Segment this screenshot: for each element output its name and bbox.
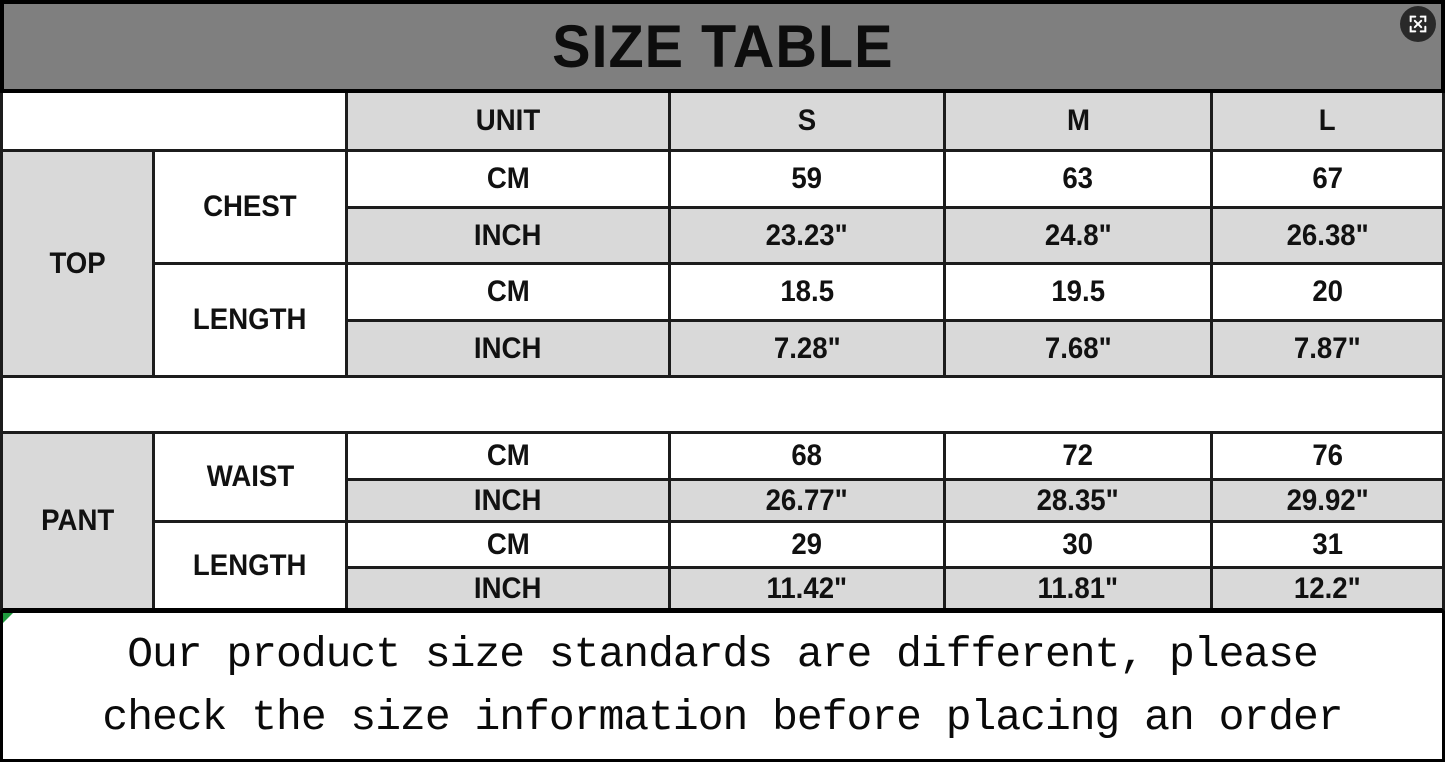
unit-label-cm: CM	[348, 265, 668, 319]
col-header-unit: UNIT	[348, 93, 668, 149]
value-chest-inch-l: 26.38"	[1213, 209, 1442, 262]
measure-label-waist: WAIST	[155, 434, 345, 520]
unit-label-inch: INCH	[348, 209, 668, 262]
value-chest-cm-s: 59	[671, 152, 943, 206]
unit-label-cm: CM	[348, 152, 668, 206]
unit-label-inch: INCH	[348, 481, 668, 520]
value-pant-length-cm-s: 29	[671, 523, 943, 566]
value-waist-cm-m: 72	[946, 434, 1210, 478]
size-table-grid: UNIT S M L TOP CHEST LENGTH CM 59 63 67 …	[0, 93, 1445, 611]
note-line-1: Our product size standards are different…	[127, 630, 1319, 679]
measure-label-pant-length: LENGTH	[155, 523, 345, 608]
value-pant-length-inch-s: 11.42"	[671, 569, 943, 608]
value-top-length-inch-l: 7.87"	[1213, 322, 1442, 375]
value-top-length-inch-s: 7.28"	[671, 322, 943, 375]
value-chest-cm-m: 63	[946, 152, 1210, 206]
expand-icon	[1409, 15, 1427, 33]
value-pant-length-inch-l: 12.2"	[1213, 569, 1442, 608]
size-note: Our product size standards are different…	[0, 611, 1445, 762]
value-waist-inch-m: 28.35"	[946, 481, 1210, 520]
value-top-length-cm-s: 18.5	[671, 265, 943, 319]
measure-label-chest: CHEST	[155, 152, 345, 262]
col-header-size-l: L	[1213, 93, 1442, 149]
expand-fullscreen-button[interactable]	[1400, 6, 1436, 42]
value-waist-cm-s: 68	[671, 434, 943, 478]
value-pant-length-cm-m: 30	[946, 523, 1210, 566]
value-pant-length-cm-l: 31	[1213, 523, 1442, 566]
value-top-length-cm-m: 19.5	[946, 265, 1210, 319]
col-header-size-s: S	[671, 93, 943, 149]
unit-label-cm: CM	[348, 434, 668, 478]
value-waist-inch-l: 29.92"	[1213, 481, 1442, 520]
spacer-row	[3, 378, 1442, 431]
size-table-header: SIZE TABLE	[0, 0, 1445, 93]
value-chest-inch-s: 23.23"	[671, 209, 943, 262]
note-line-2: check the size information before placin…	[102, 693, 1343, 742]
value-waist-cm-l: 76	[1213, 434, 1442, 478]
header-blank-cell	[3, 93, 345, 149]
page-title: SIZE TABLE	[551, 13, 894, 80]
col-header-size-m: M	[946, 93, 1210, 149]
value-pant-length-inch-m: 11.81"	[946, 569, 1210, 608]
section-label-top: TOP	[3, 152, 152, 375]
unit-label-cm: CM	[348, 523, 668, 566]
value-waist-inch-s: 26.77"	[671, 481, 943, 520]
green-corner-marker	[3, 613, 13, 623]
section-label-pant: PANT	[3, 434, 152, 608]
unit-label-inch: INCH	[348, 322, 668, 375]
measure-label-top-length: LENGTH	[155, 265, 345, 375]
value-chest-inch-m: 24.8"	[946, 209, 1210, 262]
value-chest-cm-l: 67	[1213, 152, 1442, 206]
value-top-length-inch-m: 7.68"	[946, 322, 1210, 375]
value-top-length-cm-l: 20	[1213, 265, 1442, 319]
unit-label-inch: INCH	[348, 569, 668, 608]
